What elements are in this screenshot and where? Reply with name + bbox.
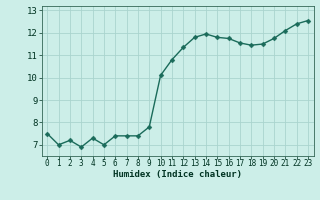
X-axis label: Humidex (Indice chaleur): Humidex (Indice chaleur) — [113, 170, 242, 179]
